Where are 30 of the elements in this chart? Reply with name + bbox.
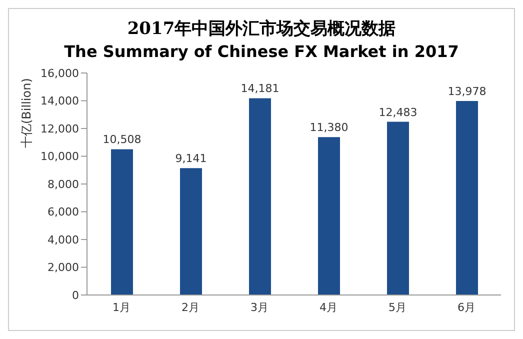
bar xyxy=(249,98,271,295)
y-tick-label: 14,000 xyxy=(40,94,79,108)
y-tick-label: 2,000 xyxy=(48,261,79,274)
x-tick-label: 5月 xyxy=(388,300,406,314)
x-tick-label: 2月 xyxy=(182,300,200,314)
data-label: 13,978 xyxy=(448,85,486,98)
y-tick-label: 12,000 xyxy=(40,122,79,136)
data-label: 10,508 xyxy=(102,133,142,146)
data-label: 9,141 xyxy=(175,152,207,166)
data-label: 14,181 xyxy=(240,82,280,96)
y-tick-label: 8,000 xyxy=(48,178,79,191)
bar xyxy=(456,101,478,295)
y-tick-label: 6,000 xyxy=(48,206,79,219)
y-axis-title: 十亿(Billion) xyxy=(20,78,34,148)
x-tick-label: 3月 xyxy=(250,300,268,314)
x-tick-label: 6月 xyxy=(458,300,476,314)
chart-title: 2017年中国外汇市场交易概况数据 xyxy=(126,18,397,40)
y-tick-label: 4,000 xyxy=(48,233,79,246)
x-tick-label: 4月 xyxy=(320,300,338,314)
bar xyxy=(387,122,409,295)
chart-subtitle: The Summary of Chinese FX Market in 2017 xyxy=(63,42,460,61)
x-tick-label: 1月 xyxy=(112,300,130,314)
data-label: 12,483 xyxy=(378,106,418,119)
data-label: 11,380 xyxy=(310,121,348,134)
bar xyxy=(180,168,202,295)
y-tick-label: 16,000 xyxy=(40,66,79,80)
y-tick-label: 0 xyxy=(72,288,79,302)
y-tick-label: 10,000 xyxy=(40,150,79,164)
bar xyxy=(318,137,340,295)
bar xyxy=(111,149,133,295)
